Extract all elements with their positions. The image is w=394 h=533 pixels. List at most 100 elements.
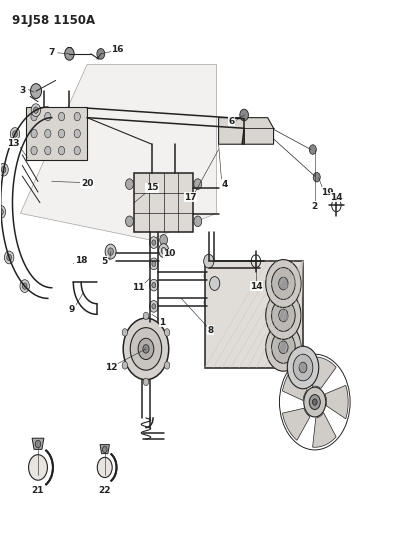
Polygon shape: [282, 408, 310, 440]
Circle shape: [65, 47, 74, 60]
Bar: [134, 173, 193, 232]
Circle shape: [30, 84, 41, 99]
Circle shape: [271, 268, 295, 300]
Polygon shape: [20, 64, 217, 240]
Circle shape: [149, 237, 158, 248]
Circle shape: [31, 130, 37, 138]
Circle shape: [29, 455, 47, 480]
Circle shape: [149, 258, 158, 270]
Circle shape: [309, 145, 316, 155]
Circle shape: [45, 112, 51, 121]
Text: 7: 7: [48, 48, 55, 56]
Text: 8: 8: [208, 326, 214, 335]
Polygon shape: [312, 413, 336, 447]
Circle shape: [143, 312, 149, 320]
Circle shape: [194, 216, 202, 227]
Circle shape: [299, 362, 307, 373]
Circle shape: [58, 130, 65, 138]
Text: 3: 3: [19, 85, 26, 94]
Circle shape: [279, 277, 288, 290]
Text: 15: 15: [146, 183, 158, 192]
Circle shape: [31, 112, 37, 121]
Polygon shape: [32, 438, 44, 449]
Bar: [205, 261, 303, 368]
Text: 6: 6: [229, 117, 235, 126]
Circle shape: [194, 179, 202, 189]
Circle shape: [97, 49, 105, 59]
Polygon shape: [282, 364, 307, 400]
Circle shape: [210, 277, 220, 290]
Polygon shape: [219, 118, 273, 144]
Circle shape: [138, 338, 154, 360]
Circle shape: [33, 107, 38, 114]
Circle shape: [13, 131, 17, 137]
Circle shape: [126, 179, 134, 189]
Circle shape: [266, 292, 301, 340]
Circle shape: [45, 147, 51, 155]
Circle shape: [204, 254, 214, 268]
Circle shape: [279, 341, 288, 354]
Circle shape: [123, 318, 169, 379]
Circle shape: [279, 309, 288, 322]
Circle shape: [74, 147, 80, 155]
Circle shape: [58, 112, 65, 121]
Text: 16: 16: [112, 45, 124, 54]
Text: 91J58 1150A: 91J58 1150A: [13, 14, 96, 27]
Circle shape: [108, 248, 113, 255]
Text: 2: 2: [312, 202, 318, 211]
Circle shape: [58, 147, 65, 155]
Circle shape: [164, 329, 170, 336]
Text: 19: 19: [321, 188, 334, 197]
Circle shape: [74, 112, 80, 121]
Circle shape: [287, 346, 319, 389]
Circle shape: [304, 387, 326, 417]
Circle shape: [97, 457, 112, 478]
Circle shape: [35, 440, 41, 448]
Circle shape: [45, 130, 51, 138]
Circle shape: [143, 345, 149, 353]
Circle shape: [0, 163, 8, 176]
Circle shape: [31, 104, 41, 117]
Text: 5: 5: [102, 257, 108, 265]
Circle shape: [164, 362, 170, 369]
Circle shape: [152, 282, 156, 288]
Text: 11: 11: [132, 283, 144, 292]
Circle shape: [105, 244, 116, 259]
Circle shape: [309, 394, 320, 409]
Text: 21: 21: [32, 486, 44, 495]
Text: 12: 12: [105, 363, 118, 372]
Circle shape: [158, 244, 169, 257]
Circle shape: [7, 254, 11, 261]
Circle shape: [152, 240, 156, 245]
Circle shape: [22, 283, 27, 289]
Text: 13: 13: [7, 139, 20, 148]
Circle shape: [10, 127, 20, 140]
Text: 14: 14: [250, 281, 263, 290]
Circle shape: [122, 329, 128, 336]
Circle shape: [152, 261, 156, 266]
Circle shape: [0, 209, 3, 215]
Circle shape: [204, 270, 214, 282]
Circle shape: [102, 446, 107, 453]
Bar: [26, 107, 87, 160]
Text: 22: 22: [98, 486, 111, 495]
Text: 4: 4: [221, 180, 228, 189]
Circle shape: [312, 399, 317, 405]
Circle shape: [149, 279, 158, 291]
Circle shape: [130, 328, 162, 370]
Text: 10: 10: [164, 249, 176, 259]
Circle shape: [271, 332, 295, 364]
Circle shape: [293, 354, 313, 381]
Circle shape: [1, 166, 6, 173]
Text: 18: 18: [75, 256, 87, 264]
Circle shape: [0, 206, 6, 219]
Polygon shape: [325, 385, 348, 419]
Circle shape: [152, 304, 156, 309]
Circle shape: [313, 172, 320, 182]
Text: 1: 1: [159, 318, 165, 327]
Circle shape: [122, 362, 128, 369]
Circle shape: [266, 324, 301, 371]
Circle shape: [240, 109, 249, 121]
Polygon shape: [312, 357, 336, 389]
Circle shape: [126, 216, 134, 227]
